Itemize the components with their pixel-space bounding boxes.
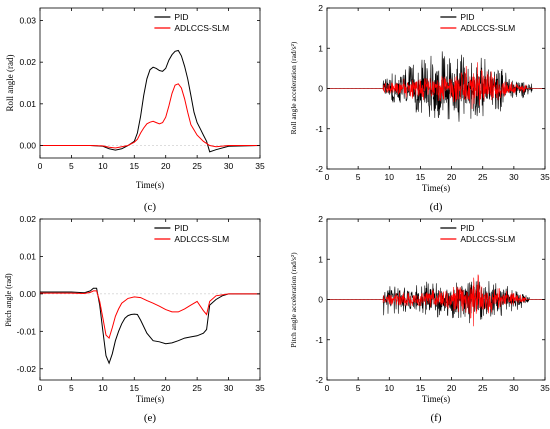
x-tick-label: 20 (447, 172, 457, 182)
x-tick-label: 0 (38, 383, 43, 393)
plot-frame (39, 218, 261, 381)
tick-layer: 0 5 10 15 20 25 30 35 -2 -1 0 1 2 (315, 214, 550, 393)
plot-frame (39, 7, 261, 159)
panel-caption: (f) (431, 412, 442, 424)
x-tick-label: 35 (540, 172, 550, 182)
y-tick-label: 1 (318, 254, 323, 264)
x-tick-label: 10 (98, 383, 108, 393)
y-tick-label: -1 (315, 335, 323, 345)
series-layer (327, 51, 545, 122)
x-tick-label: 5 (356, 383, 361, 393)
panel-caption: (d) (430, 201, 443, 213)
x-tick-label: 20 (447, 383, 457, 393)
tick-layer: 0 5 10 15 20 25 30 35 0.00 0.01 0.02 0.03 (19, 8, 265, 171)
x-tick-label: 0 (325, 383, 330, 393)
x-tick-label: 20 (161, 161, 171, 171)
legend-label: ADLCCS-SLM (460, 234, 515, 244)
tick-layer: 0 5 10 15 20 25 30 35 -2 -1 0 1 2 (315, 3, 550, 182)
x-axis-label: Time(s) (422, 183, 450, 193)
series-line-pid (40, 287, 260, 365)
tick-layer: 0 5 10 15 20 25 30 35 -0.02 -0.01 0.00 0.01 0.02 (17, 214, 265, 393)
x-axis-label: Time(s) (422, 394, 450, 404)
series-line-adlccs-slm (40, 290, 260, 340)
y-tick-label: 0 (318, 84, 323, 94)
y-tick-label: 2 (318, 214, 323, 224)
x-tick-label: 10 (385, 383, 395, 393)
y-tick-label: 0.00 (19, 289, 36, 299)
legend-label: ADLCCS-SLM (460, 23, 515, 33)
series-layer (327, 274, 545, 327)
y-tick-label: 0.02 (19, 57, 36, 67)
y-axis-label: Roll angle (rad) (5, 55, 15, 112)
y-axis-label: Pitch angle acceleration (rad/s²) (289, 252, 298, 348)
x-tick-label: 35 (255, 383, 265, 393)
x-tick-label: 30 (224, 383, 234, 393)
x-tick-label: 15 (130, 161, 140, 171)
y-tick-label: 0.01 (19, 251, 36, 261)
legend-label: PID (460, 12, 474, 22)
x-tick-label: 0 (325, 172, 330, 182)
x-tick-label: 30 (224, 161, 234, 171)
x-tick-label: 20 (161, 383, 171, 393)
series-line-adlccs-slm (327, 62, 545, 109)
y-axis-label: Pitch angle (rad) (4, 273, 13, 327)
chart-panel-c: 0 5 10 15 20 25 30 35 0.00 0.01 0.02 0.03 PIDADLCCS… (5, 7, 265, 213)
y-tick-label: 0.03 (19, 16, 36, 26)
series-line-pid (40, 49, 261, 153)
x-tick-label: 15 (416, 172, 426, 182)
x-tick-label: 5 (69, 161, 74, 171)
x-tick-label: 10 (385, 172, 395, 182)
y-tick-label: -2 (315, 375, 323, 385)
series-line-adlccs-slm (327, 274, 545, 327)
legend-label: PID (460, 223, 474, 233)
x-axis-label: Time(s) (136, 180, 164, 190)
x-axis-label: Time(s) (136, 394, 164, 404)
y-tick-label: 0.01 (19, 99, 36, 109)
panel-caption: (e) (144, 412, 157, 424)
x-tick-label: 35 (255, 161, 265, 171)
x-tick-label: 25 (192, 383, 202, 393)
x-tick-label: 30 (509, 172, 519, 182)
x-tick-label: 5 (356, 172, 361, 182)
x-tick-label: 10 (98, 161, 108, 171)
series-layer (40, 287, 260, 365)
x-tick-label: 30 (509, 383, 519, 393)
y-tick-label: -0.02 (17, 364, 37, 374)
y-tick-label: 0 (318, 295, 323, 305)
y-tick-label: -1 (315, 124, 323, 134)
y-tick-label: -0.01 (17, 326, 37, 336)
legend-label: PID (174, 223, 188, 233)
x-tick-label: 0 (38, 161, 43, 171)
x-tick-label: 25 (478, 172, 488, 182)
x-tick-label: 25 (192, 161, 202, 171)
legend-label: ADLCCS-SLM (174, 234, 229, 244)
chart-panel-e: 0 5 10 15 20 25 30 35 -0.02 -0.01 0.00 0.01 0.02 PID… (4, 214, 265, 424)
legend-label: ADLCCS-SLM (174, 23, 229, 33)
y-tick-label: -2 (315, 164, 323, 174)
panel-caption: (c) (144, 201, 157, 213)
legend-label: PID (174, 12, 188, 22)
y-tick-label: 1 (318, 43, 323, 53)
x-tick-label: 15 (130, 383, 140, 393)
x-tick-label: 5 (69, 383, 74, 393)
y-tick-label: 0.02 (19, 214, 36, 224)
x-tick-label: 15 (416, 383, 426, 393)
y-tick-label: 0.00 (19, 141, 36, 151)
y-tick-label: 2 (318, 3, 323, 13)
x-tick-label: 35 (540, 383, 550, 393)
series-line-adlccs-slm (40, 83, 260, 149)
y-axis-label: Roll angle acceleration (rad/s²) (289, 41, 298, 134)
x-tick-label: 25 (478, 383, 488, 393)
series-layer (40, 49, 261, 153)
